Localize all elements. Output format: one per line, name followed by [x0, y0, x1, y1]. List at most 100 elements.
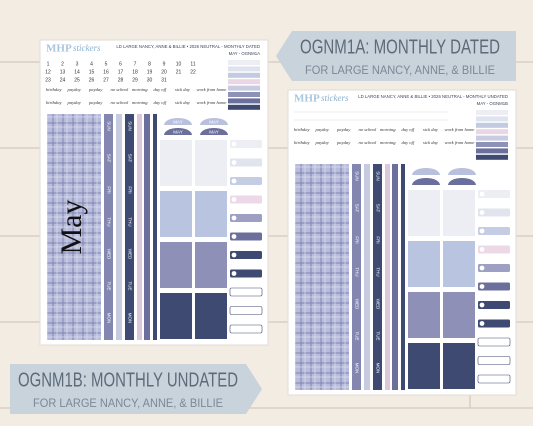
pill-sticker [230, 140, 262, 148]
date-number: 11 [190, 61, 195, 67]
weekday-label: SAT [127, 154, 132, 163]
weekday-strip [401, 164, 405, 390]
date-number: 19 [147, 69, 153, 75]
date-number: 20 [161, 69, 167, 75]
weekday-label: MON [375, 363, 380, 374]
weekday-label: FRI [375, 236, 380, 243]
weekday-label: TUE [106, 282, 111, 291]
banner-subtitle: FOR LARGE NANCY, ANNE, & BILLIE [305, 63, 495, 77]
weekday-label: MON [127, 313, 132, 324]
tab-sticker [448, 168, 476, 175]
tab-label: MAY [173, 130, 182, 135]
weekday-label: WED [127, 249, 132, 260]
date-number: 17 [118, 69, 124, 75]
box-sticker [408, 343, 440, 389]
date-number: 6 [119, 61, 122, 67]
dot-sticker [231, 160, 237, 165]
dot-sticker [231, 141, 237, 147]
banner-title: OGNM1B: MONTHLY UNDATED [18, 369, 238, 391]
weekday-strip [392, 164, 398, 390]
pill-sticker [229, 306, 263, 315]
weekday-label: TUE [375, 332, 380, 341]
tab-sticker [200, 118, 228, 125]
weekday-strip [137, 114, 142, 340]
plaid-panel [47, 114, 101, 340]
pill-sticker [478, 245, 510, 254]
label-sticker: sick day [175, 100, 191, 105]
pill-sticker [476, 116, 508, 122]
label-sticker: payday [336, 140, 351, 145]
label-sticker: payday [336, 127, 351, 132]
label-sticker: sick day [175, 87, 191, 92]
label-sticker: birthday [294, 140, 311, 145]
date-number: 18 [132, 69, 138, 75]
date-number: 10 [176, 61, 182, 67]
banner-subtitle: FOR LARGE NANCY, ANNE, & BILLIE [33, 396, 223, 410]
dot-sticker [231, 271, 237, 276]
label-sticker: no school [359, 140, 377, 145]
dot-sticker [231, 215, 237, 221]
plaid-panel [295, 164, 349, 390]
label-sticker: work from home [197, 100, 227, 105]
date-number: 23 [45, 77, 51, 83]
label-sticker: day off [402, 127, 415, 132]
box-sticker [443, 241, 475, 287]
date-number: 1 [47, 61, 50, 67]
weekday-strip [373, 164, 382, 390]
weekday-label: THU [375, 267, 380, 276]
dot-sticker [231, 252, 237, 258]
pill-sticker [477, 374, 511, 384]
weekday-strip [153, 114, 157, 340]
date-number: 7 [134, 61, 137, 67]
tab-label: MAY [209, 130, 218, 135]
label-sticker: sick day [423, 127, 439, 132]
tab-label: MAY [173, 120, 182, 125]
box-sticker [160, 191, 192, 237]
pill-sticker [230, 195, 262, 204]
label-sticker: sick day [423, 140, 439, 145]
logo: MHP [46, 43, 72, 55]
weekday-label: SUN [106, 121, 111, 131]
pill-sticker [228, 104, 260, 110]
weekday-label: FRI [127, 186, 132, 193]
date-number: 25 [74, 77, 80, 83]
date-number: 9 [163, 61, 166, 67]
weekday-strip [385, 164, 390, 390]
tab-sticker [200, 128, 228, 135]
dot-sticker [231, 197, 237, 202]
logo-sub: stickers [321, 93, 349, 103]
weekday-label: SAT [375, 204, 380, 213]
date-number: 4 [90, 61, 93, 67]
pill-sticker [230, 177, 262, 185]
label-sticker: day off [402, 140, 415, 145]
sticker-sheet: MHP stickers LD LARGE NANCY, ANNE & BILLIE… [287, 89, 517, 396]
pill-sticker [230, 251, 262, 259]
date-number: 29 [132, 77, 138, 83]
date-number: 5 [105, 61, 108, 67]
pill-sticker [478, 282, 510, 291]
weekday-label: SUN [354, 171, 359, 181]
box-sticker [195, 191, 227, 237]
dot-sticker [479, 284, 485, 289]
pill-sticker [228, 72, 260, 78]
weekday-label: MON [106, 313, 111, 324]
pill-sticker [228, 60, 260, 65]
dot-sticker [479, 302, 485, 308]
label-sticker: birthday [294, 127, 311, 132]
box-sticker [408, 190, 440, 236]
dot-sticker [479, 191, 485, 197]
weekday-label: THU [354, 267, 359, 276]
date-number: 3 [76, 61, 79, 67]
weekday-label: SUN [375, 171, 380, 181]
pill-sticker [478, 190, 510, 198]
weekday-label: FRI [354, 236, 359, 243]
weekday-label: MON [354, 363, 359, 374]
tab-sticker [164, 128, 192, 135]
tab-sticker [164, 118, 192, 125]
pill-sticker [476, 154, 508, 160]
weekday-label: WED [106, 249, 111, 260]
date-number: 28 [118, 77, 124, 83]
pill-sticker [476, 122, 508, 128]
weekday-label: TUE [127, 282, 132, 291]
date-number: 16 [103, 69, 109, 75]
